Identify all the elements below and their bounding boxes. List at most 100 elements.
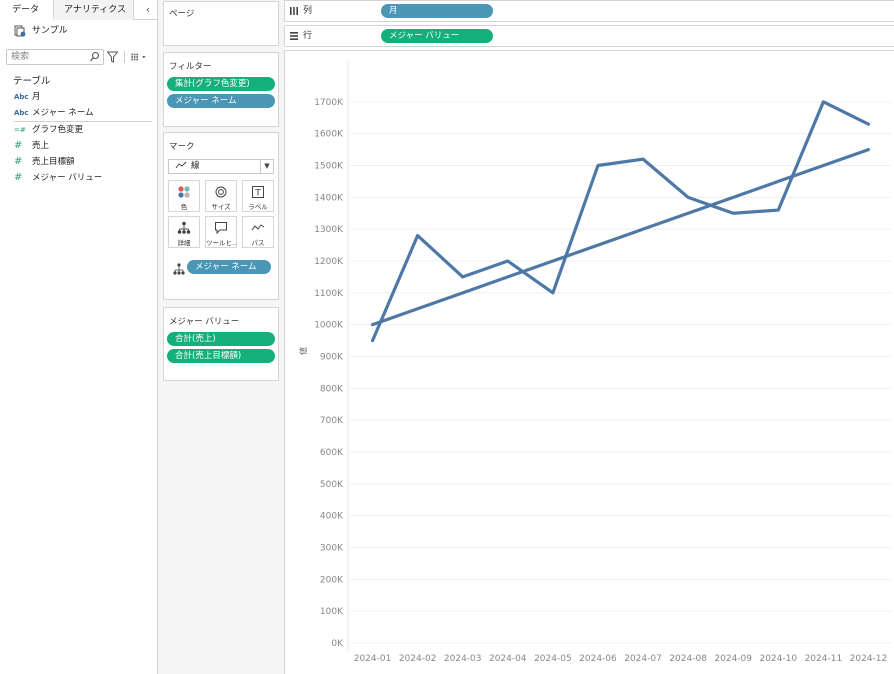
y-tick-label: 1100K [314,289,344,299]
field-measure-values[interactable]: # メジャー バリュー [14,171,102,185]
rows-shelf[interactable]: 行 メジャー バリュー [284,25,894,47]
field-sales-target[interactable]: # 売上目標額 [14,155,75,169]
size-icon [215,186,227,198]
field-label: 月 [32,92,41,102]
color-icon [178,186,190,198]
path-button[interactable]: パス [242,216,274,248]
tab-analytics[interactable]: アナリティクス [54,0,134,20]
columns-shelf[interactable]: 列 月 [284,0,894,22]
y-axis-title: 値 [298,347,308,355]
datasource-item[interactable]: サンプル [14,24,68,38]
series-line-1[interactable] [370,100,871,343]
y-tick-label: 800K [320,384,344,394]
x-tick-label: 2024-08 [669,654,707,664]
search-box [6,49,104,65]
string-type-icon: Abc [14,109,29,117]
label-icon: T [252,186,264,199]
number-type-icon: # [14,172,23,183]
y-tick-label: 1500K [314,162,344,172]
measure-values-card-title: メジャー バリュー [169,317,240,327]
field-label: グラフ色変更 [32,125,84,135]
measure-pill-sum-sales-target[interactable]: 合計(売上目標額) [167,349,275,363]
filter-pill-graph-color[interactable]: 集計(グラフ色変更) [167,77,275,91]
y-tick-label: 900K [320,353,344,363]
string-type-icon: Abc [14,93,29,101]
y-tick-label: 0K [331,639,344,649]
x-tick-label: 2024-02 [399,654,437,664]
x-axis: 2024-01 2024-02 2024-03 2024-04 2024-05 2024-… [354,654,888,664]
tooltip-icon [215,222,227,235]
measure-pill-sum-sales[interactable]: 合計(売上) [167,332,275,346]
y-tick-label: 300K [320,544,344,554]
y-tick-label: 100K [320,607,344,617]
y-tick-label: 1200K [314,257,344,267]
pages-card-title: ページ [169,9,195,19]
y-tick-label: 600K [320,448,344,458]
gridlines [350,101,891,644]
rows-pill-measure-values[interactable]: メジャー バリュー [381,29,493,43]
series[interactable] [370,100,871,343]
y-tick-label: 700K [320,416,344,426]
measure-values-card[interactable]: メジャー バリュー 合計(売上) 合計(売上目標額) [163,307,279,381]
datasource-name: サンプル [31,26,68,36]
data-pane-tabs: データ アナリティクス ‹ [0,0,158,20]
view-options-icon[interactable] [124,51,148,63]
columns-icon [290,6,298,15]
series-line-2[interactable] [370,147,871,327]
label-button[interactable]: T ラベル [242,180,274,212]
line-mark-icon [175,161,187,169]
y-tick-label: 1700K [314,98,344,108]
x-tick-label: 2024-11 [805,654,843,664]
view-canvas[interactable]: 0K 100K 200K 300K 400K 500K 600K 700K 800K 900K 10… [284,50,894,674]
search-input[interactable] [11,50,91,64]
y-tick-label: 200K [320,575,344,585]
field-label: メジャー ネーム [32,108,94,118]
detail-pill-measure-names[interactable]: メジャー ネーム [187,260,271,274]
field-measure-names[interactable]: Abc メジャー ネーム [14,106,94,120]
y-axis: 0K 100K 200K 300K 400K 500K 600K 700K 800K 900K 10… [314,61,349,651]
columns-label-text: 列 [303,6,313,16]
search-icon[interactable] [89,51,100,63]
field-label: メジャー バリュー [32,173,103,183]
filter-icon[interactable] [107,51,118,63]
size-button[interactable]: サイズ [205,180,237,212]
path-button-label: パス [251,239,265,247]
chevron-down-icon: ▼ [260,160,273,173]
tab-data[interactable]: データ [0,0,54,20]
filter-pill-measure-names[interactable]: メジャー ネーム [167,94,275,108]
detail-icon [177,221,191,234]
field-sales[interactable]: # 売上 [14,139,49,153]
mark-type-label: 線 [191,161,200,171]
line-chart[interactable]: 0K 100K 200K 300K 400K 500K 600K 700K 800K 900K 10… [285,51,894,674]
size-button-label: サイズ [211,203,231,211]
mark-type-dropdown[interactable]: 線 ▼ [168,159,274,174]
tooltip-button-label: ツールヒ… [206,239,236,247]
tooltip-button[interactable]: ツールヒ… [205,216,237,248]
marks-card-title: マーク [169,142,195,152]
y-tick-label: 1300K [314,225,344,235]
filters-card[interactable]: フィルター 集計(グラフ色変更) メジャー ネーム [163,52,279,127]
label-button-label: ラベル [248,203,268,211]
y-tick-label: 1000K [314,321,344,331]
x-tick-label: 2024-03 [444,654,482,664]
field-month[interactable]: Abc 月 [14,90,41,104]
x-tick-label: 2024-09 [714,654,752,664]
marks-card: マーク 線 ▼ 色 サイズ T ラベル [163,132,279,300]
y-tick-label: 500K [320,480,344,490]
columns-pill-month[interactable]: 月 [381,4,493,18]
field-label: 売上目標額 [32,157,75,167]
section-tables: テーブル [13,76,51,87]
detail-button[interactable]: 詳細 [168,216,200,248]
color-button[interactable]: 色 [168,180,200,212]
path-icon [251,224,265,231]
number-type-icon: # [14,156,23,167]
field-graph-color[interactable]: =# グラフ色変更 [14,123,83,137]
y-tick-label: 1400K [314,193,344,203]
x-tick-label: 2024-12 [850,654,888,664]
x-tick-label: 2024-10 [759,654,797,664]
collapse-pane-icon[interactable]: ‹ [145,3,151,16]
field-label: 売上 [32,141,50,151]
pages-card[interactable]: ページ [163,1,279,46]
filters-card-title: フィルター [169,62,212,72]
